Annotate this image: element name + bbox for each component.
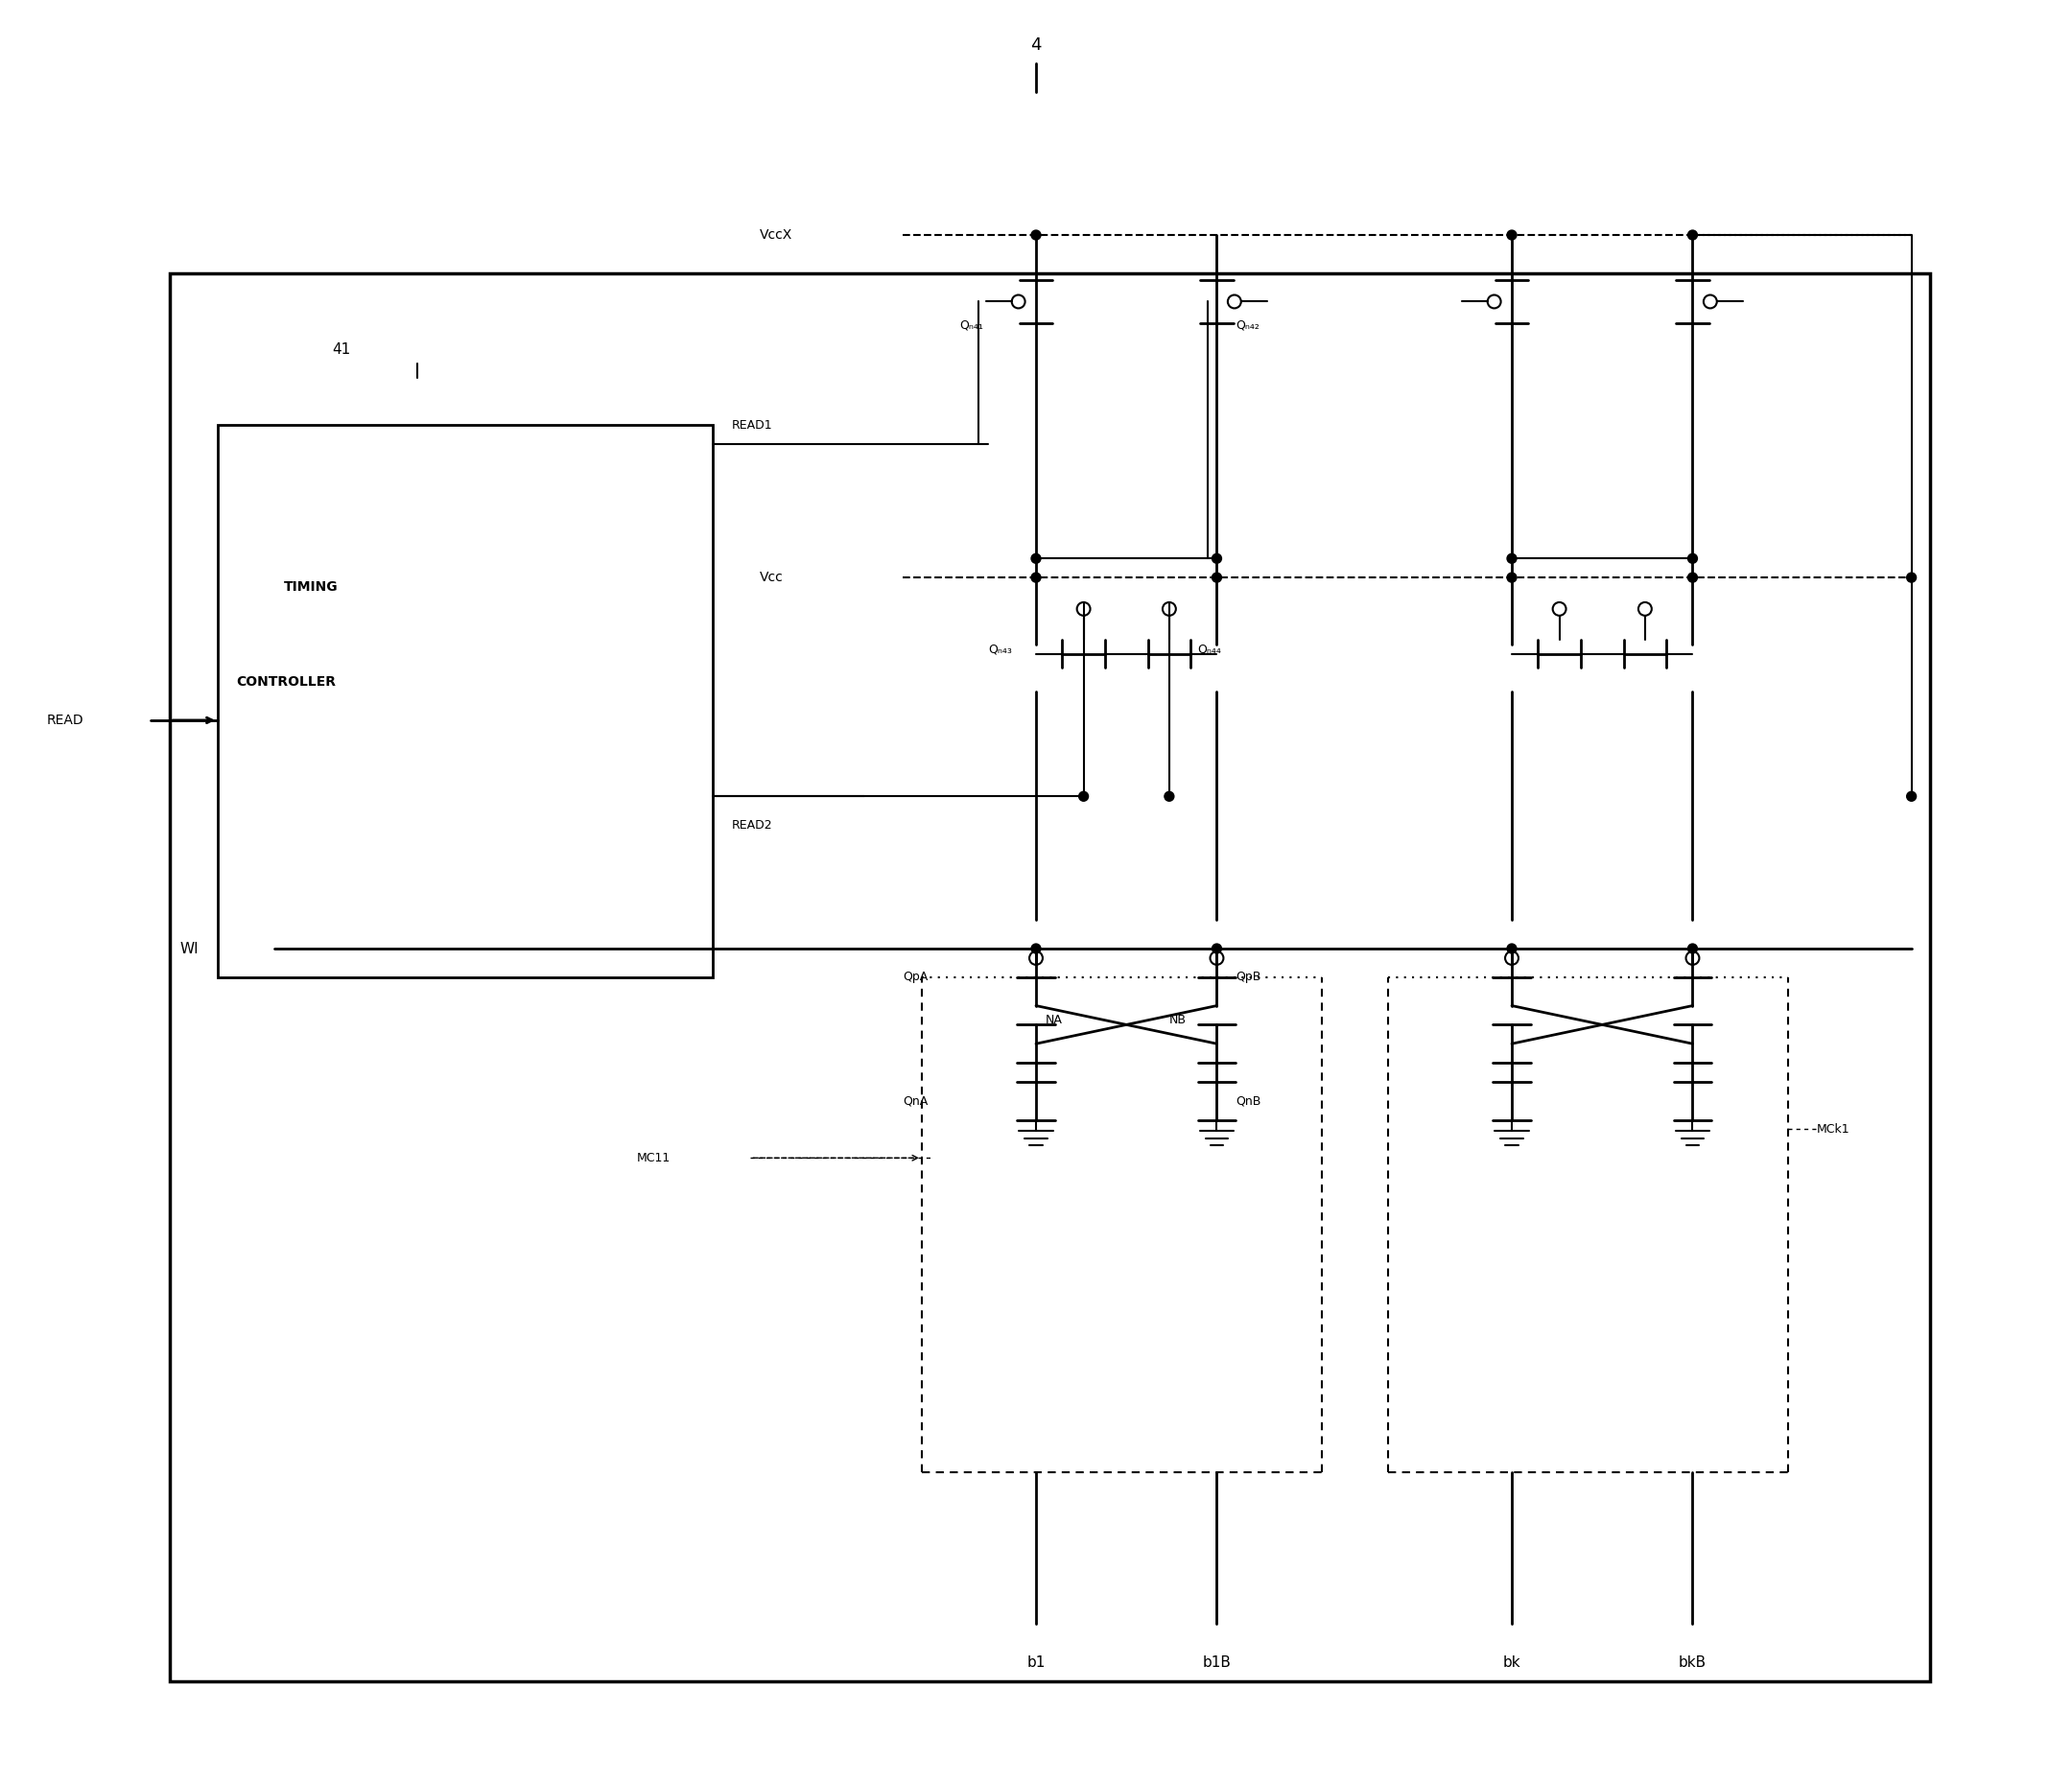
Text: MC11: MC11 [636, 1152, 669, 1164]
Bar [218, 426, 713, 977]
Circle shape [1506, 943, 1517, 954]
Circle shape [1689, 943, 1697, 954]
Text: bkB: bkB [1678, 1655, 1707, 1669]
Circle shape [1032, 572, 1040, 583]
Circle shape [1212, 943, 1222, 954]
Bar [170, 273, 1931, 1681]
Text: QpB: QpB [1235, 972, 1262, 984]
Text: Vcc: Vcc [760, 571, 783, 585]
Circle shape [1506, 230, 1517, 239]
Text: b1B: b1B [1202, 1655, 1231, 1669]
Circle shape [1032, 230, 1040, 239]
Text: VccX: VccX [760, 228, 794, 242]
Text: b1: b1 [1028, 1655, 1044, 1669]
Circle shape [1032, 943, 1040, 954]
Text: TIMING: TIMING [284, 579, 338, 594]
Circle shape [1212, 555, 1222, 563]
Text: Qₙ₄₃: Qₙ₄₃ [988, 642, 1013, 654]
Circle shape [1689, 555, 1697, 563]
Text: READ1: READ1 [731, 419, 773, 431]
Text: NA: NA [1046, 1015, 1063, 1027]
Text: READ: READ [46, 713, 83, 727]
Text: 41: 41 [332, 342, 350, 357]
Text: Qₙ₄₁: Qₙ₄₁ [959, 319, 984, 332]
Text: Qₙ₄₄: Qₙ₄₄ [1198, 642, 1222, 654]
Text: READ2: READ2 [731, 818, 773, 831]
Circle shape [1164, 792, 1175, 801]
Circle shape [1906, 572, 1917, 583]
Circle shape [1080, 792, 1088, 801]
Text: bk: bk [1502, 1655, 1521, 1669]
Text: QpA: QpA [903, 972, 928, 984]
Circle shape [1506, 555, 1517, 563]
Text: QnB: QnB [1235, 1095, 1262, 1107]
Circle shape [1689, 572, 1697, 583]
Text: Qₙ₄₂: Qₙ₄₂ [1235, 319, 1260, 332]
Circle shape [1906, 792, 1917, 801]
Circle shape [1212, 572, 1222, 583]
Text: NB: NB [1169, 1015, 1187, 1027]
Text: QnA: QnA [903, 1095, 928, 1107]
Text: CONTROLLER: CONTROLLER [236, 676, 336, 688]
Circle shape [1032, 555, 1040, 563]
Text: WI: WI [180, 941, 199, 956]
Text: MCk1: MCk1 [1817, 1123, 1850, 1136]
Circle shape [1689, 230, 1697, 239]
Circle shape [1506, 572, 1517, 583]
Text: 4: 4 [1030, 36, 1042, 53]
